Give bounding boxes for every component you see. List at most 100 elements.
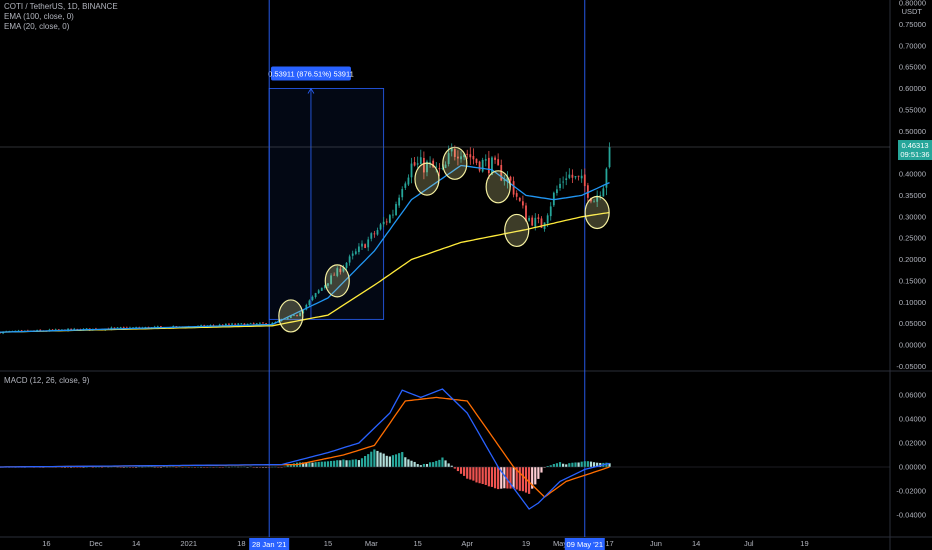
highlight-circle	[584, 195, 610, 230]
time-tick-label: 15	[414, 539, 422, 548]
macd-line	[0, 388, 610, 510]
candle-body	[70, 328, 73, 330]
price-tick-label: 0.25000	[899, 234, 926, 243]
histogram-bar	[509, 467, 512, 489]
macd-tick-label: 0.00000	[899, 463, 926, 472]
histogram-bar	[608, 463, 611, 467]
candle-body	[401, 189, 404, 198]
histogram-bar	[571, 462, 574, 467]
histogram-bar	[527, 467, 531, 494]
candle-body	[521, 201, 524, 206]
candle-body	[255, 323, 258, 325]
candle-body	[525, 205, 527, 222]
histogram-bar	[416, 464, 419, 467]
histogram-bar	[357, 460, 361, 467]
candle-body	[379, 224, 382, 230]
histogram-bar	[63, 467, 67, 468]
histogram-bar	[317, 461, 320, 467]
ema20-legend[interactable]: EMA (20, close, 0)	[4, 22, 69, 32]
candle-body	[410, 163, 413, 178]
price-tick-label: 0.65000	[899, 63, 926, 72]
candle-body	[398, 197, 401, 206]
candle-body	[518, 197, 521, 201]
macd-tick-label: 0.04000	[899, 415, 926, 424]
candle-body	[460, 156, 462, 160]
histogram-bar	[370, 451, 373, 467]
candle-body	[438, 168, 441, 170]
histogram-bar	[221, 467, 224, 468]
histogram-bar	[382, 453, 385, 467]
histogram-bar	[478, 467, 481, 484]
histogram-bar	[345, 460, 348, 467]
time-tick-label: 19	[800, 539, 808, 548]
candle-body	[293, 314, 295, 316]
histogram-bar	[577, 462, 580, 467]
histogram-bar	[329, 460, 333, 467]
ema100-label: EMA (100, close, 0)	[4, 12, 74, 21]
histogram-bar	[314, 462, 317, 467]
candle-body	[565, 178, 568, 180]
histogram-bar	[348, 460, 351, 467]
date-tag-label: 09 May '21	[567, 540, 603, 549]
candle-body	[407, 177, 410, 185]
signal-line	[0, 396, 610, 498]
candle-body	[497, 159, 500, 166]
time-tick-label: 2021	[180, 539, 197, 548]
time-tick-label: 17	[605, 539, 613, 548]
histogram-bar	[76, 467, 79, 468]
histogram-bar	[497, 467, 500, 490]
macd-legend[interactable]: MACD (12, 26, close, 9)	[4, 376, 89, 386]
candle-body	[534, 217, 537, 227]
histogram-bar	[466, 467, 469, 479]
candle-body	[20, 330, 23, 332]
histogram-bar	[413, 461, 416, 467]
highlight-circle	[324, 264, 350, 298]
candle-body	[348, 256, 351, 263]
candle-body	[286, 317, 289, 319]
time-tick-label: Mar	[365, 539, 378, 548]
histogram-bar	[203, 467, 206, 468]
highlight-circle	[278, 299, 304, 333]
histogram-bar	[60, 467, 63, 468]
candle-body	[487, 157, 490, 174]
candle-body	[39, 329, 42, 331]
candle-body	[441, 168, 444, 170]
candle-body	[339, 268, 342, 273]
histogram-bar	[299, 462, 302, 467]
histogram-bar	[82, 467, 85, 468]
candle-body	[243, 323, 246, 326]
highlight-circle	[442, 146, 468, 180]
time-tick-label: May	[553, 539, 567, 548]
candle-body	[453, 149, 456, 157]
histogram-bar	[450, 465, 453, 467]
histogram-bar	[206, 467, 209, 468]
candle-body	[605, 168, 608, 188]
histogram-bar	[459, 467, 463, 474]
candle-body	[333, 274, 336, 276]
candle-body	[231, 323, 233, 325]
histogram-bar	[302, 462, 305, 467]
candle-body	[429, 162, 431, 164]
candle-body	[308, 300, 311, 306]
price-tick-label: 0.75000	[899, 20, 926, 29]
candle-body	[515, 193, 518, 197]
histogram-bar	[305, 462, 308, 467]
ema100-legend[interactable]: EMA (100, close, 0)	[4, 12, 74, 22]
candle-body	[466, 153, 469, 155]
histogram-bar	[515, 467, 518, 490]
candle-body	[494, 157, 496, 160]
histogram-bar	[394, 454, 398, 467]
histogram-bar	[70, 467, 73, 468]
candle-body	[413, 162, 416, 166]
histogram-bar	[543, 467, 546, 468]
histogram-bar	[91, 467, 94, 468]
histogram-bar	[463, 467, 466, 476]
candle-body	[586, 185, 589, 198]
candle-body	[113, 327, 116, 329]
histogram-bar	[555, 463, 559, 467]
candle-body	[432, 160, 435, 168]
histogram-bar	[565, 464, 568, 467]
candle-body	[506, 177, 509, 182]
histogram-bar	[125, 466, 128, 468]
